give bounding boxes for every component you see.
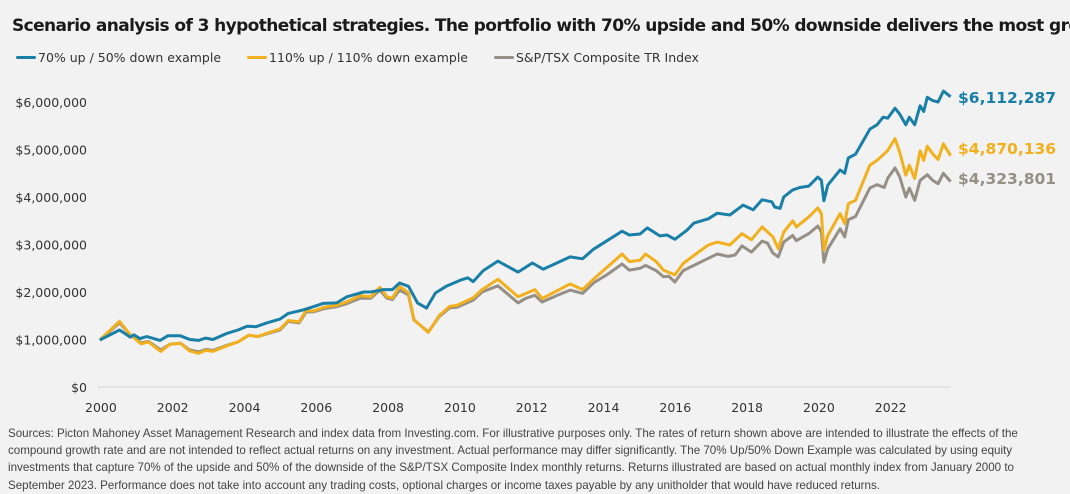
x-tick-label: 2012 [516, 400, 548, 415]
y-tick-label: $5,000,000 [15, 143, 87, 158]
x-tick-label: 2006 [300, 400, 332, 415]
legend-label: 70% up / 50% down example [38, 50, 222, 65]
x-tick-label: 2002 [157, 400, 189, 415]
y-tick-label: $2,000,000 [15, 285, 87, 300]
legend-swatch [494, 56, 514, 59]
line-chart: $0 $1,000,000 $2,000,000 $3,000,000 $4,000,0… [15, 89, 1056, 415]
x-tick-label: 2000 [85, 400, 117, 415]
y-tick-label: $0 [71, 380, 87, 395]
chart-title: Scenario analysis of 3 hypothetical stra… [12, 16, 1070, 36]
x-tick-label: 2020 [803, 400, 835, 415]
legend-item-tsx: S&P/TSX Composite TR Index [494, 50, 699, 65]
end-value-label: $4,870,136 [958, 140, 1056, 158]
x-tick-label: 2008 [372, 400, 404, 415]
legend-label: 110% up / 110% down example [269, 50, 468, 65]
y-tick-label: $1,000,000 [15, 333, 87, 348]
y-tick-label: $6,000,000 [15, 95, 87, 110]
legend-label: S&P/TSX Composite TR Index [516, 50, 699, 65]
y-tick-label: $4,000,000 [15, 190, 87, 205]
legend-item-70-50: 70% up / 50% down example [16, 50, 221, 65]
x-tick-label: 2004 [229, 400, 261, 415]
x-tick-label: 2014 [588, 400, 620, 415]
legend-swatch [16, 56, 36, 59]
series-line-0 [99, 89, 952, 342]
legend-swatch [247, 56, 268, 59]
y-tick-label: $3,000,000 [15, 238, 87, 253]
series-line-1 [98, 137, 952, 355]
x-tick-label: 2022 [875, 400, 907, 415]
x-tick-label: 2018 [731, 400, 763, 415]
x-tick-label: 2016 [659, 400, 691, 415]
legend-item-110-110: 110% up / 110% down example [247, 50, 468, 65]
end-value-label: $6,112,287 [958, 89, 1056, 107]
x-tick-label: 2010 [444, 400, 476, 415]
footnote: Sources: Picton Mahoney Asset Management… [8, 427, 1018, 492]
end-value-label: $4,323,801 [958, 170, 1056, 188]
legend: 70% up / 50% down example 110% up / 110%… [16, 50, 699, 65]
